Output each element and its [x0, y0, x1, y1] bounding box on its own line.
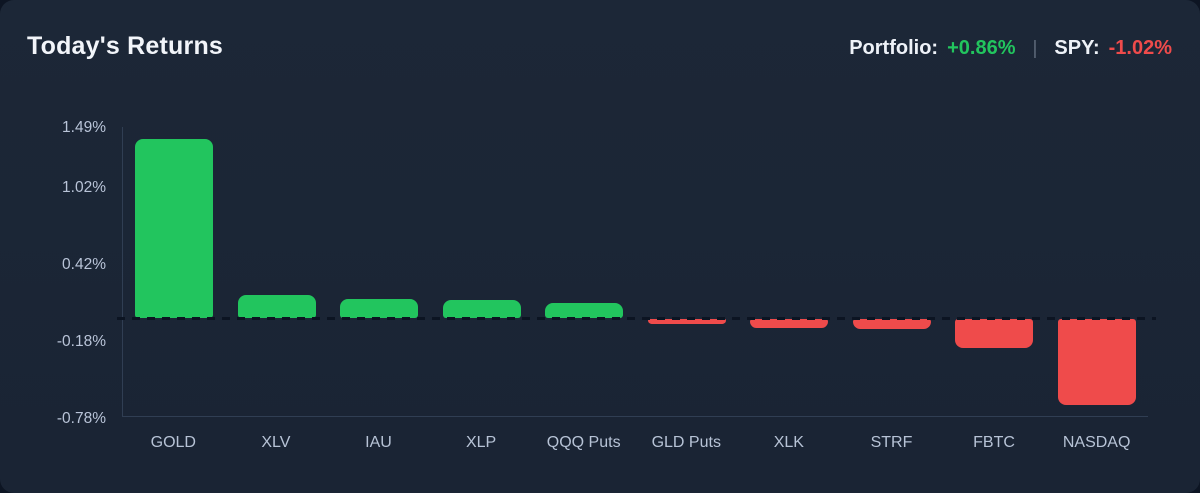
- portfolio-label: Portfolio:: [849, 37, 939, 59]
- x-tick-label: FBTC: [973, 434, 1015, 451]
- bars-row: [123, 127, 1148, 416]
- bar-xlp[interactable]: [442, 300, 521, 318]
- bar-gold[interactable]: [135, 138, 214, 318]
- stats-divider: |: [1032, 38, 1038, 59]
- x-tick-label: NASDAQ: [1062, 434, 1131, 451]
- bar-slot: [226, 127, 329, 416]
- bar-slot: [1046, 127, 1149, 416]
- bar-slot: [738, 127, 841, 416]
- bar-fbtc[interactable]: [955, 319, 1034, 349]
- bar-iau[interactable]: [340, 298, 419, 318]
- y-tick-label: -0.18%: [56, 333, 106, 351]
- header-stats: Portfolio: +0.86% | SPY: -1.02%: [849, 37, 1172, 60]
- spy-label: SPY:: [1054, 37, 1100, 59]
- x-axis: GOLD XLV IAU XLP QQQ Puts GLD Puts XLK STRF FBTC…: [122, 434, 1148, 452]
- bar-nasdaq[interactable]: [1057, 319, 1136, 405]
- y-tick-label: 1.49%: [62, 119, 106, 137]
- x-tick-label: XLP: [465, 434, 497, 451]
- bar-gld-puts[interactable]: [647, 319, 726, 325]
- x-tick-label: IAU: [365, 434, 392, 451]
- x-tick-label: XLV: [261, 434, 291, 451]
- bar-qqq-puts[interactable]: [545, 302, 624, 318]
- bar-xlk[interactable]: [750, 319, 829, 328]
- x-tick-label: XLK: [773, 434, 804, 451]
- y-tick-label: 0.42%: [62, 256, 106, 274]
- x-tick-label: GOLD: [150, 434, 196, 451]
- bar-slot: [123, 127, 226, 416]
- page-title: Today's Returns: [27, 32, 224, 60]
- plot-area: [117, 127, 1156, 417]
- zero-baseline: [117, 317, 1156, 320]
- x-tick-label: STRF: [870, 434, 913, 451]
- bar-slot: [636, 127, 739, 416]
- x-tick-label: QQQ Puts: [546, 434, 621, 451]
- bar-slot: [841, 127, 944, 416]
- header: Today's Returns Portfolio: +0.86% | SPY:…: [27, 32, 1172, 61]
- bar-slot: [431, 127, 534, 416]
- bar-slot: [943, 127, 1046, 416]
- bar-xlv[interactable]: [237, 294, 316, 318]
- bar-slot: [533, 127, 636, 416]
- portfolio-value: +0.86%: [947, 37, 1016, 59]
- y-tick-label: 1.02%: [62, 179, 106, 197]
- bar-slot: [328, 127, 431, 416]
- y-axis: 1.49% 1.02% 0.42% -0.18% -0.78%: [0, 119, 106, 427]
- bar-strf[interactable]: [852, 319, 931, 330]
- y-tick-label: -0.78%: [56, 409, 106, 427]
- spy-value: -1.02%: [1108, 37, 1172, 59]
- x-tick-label: GLD Puts: [651, 434, 721, 451]
